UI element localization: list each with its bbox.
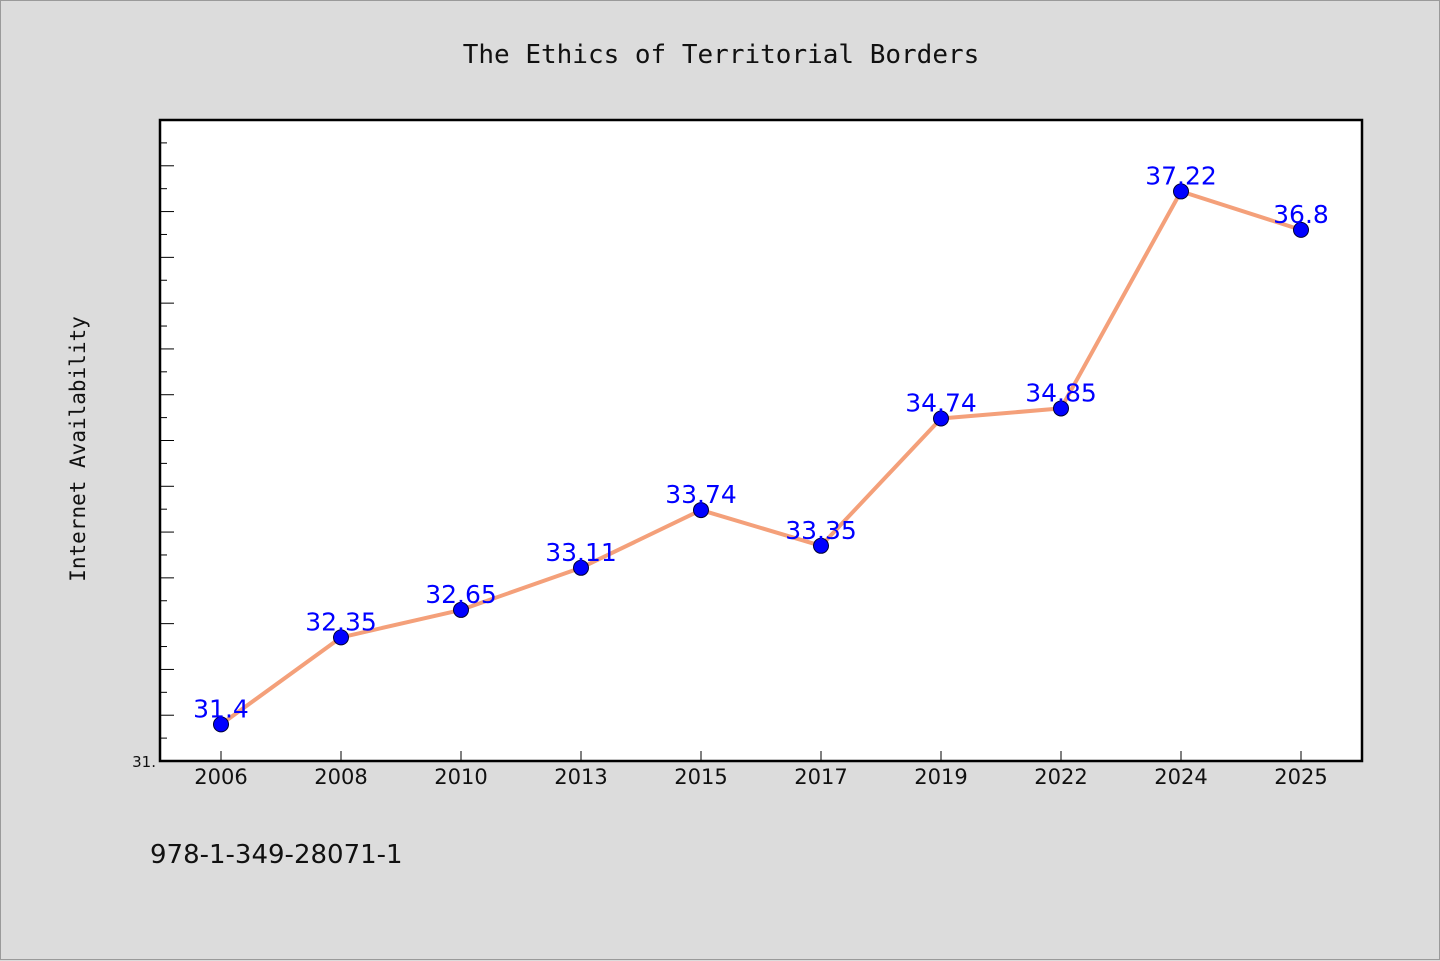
x-tick-label: 2008 xyxy=(314,765,367,789)
data-label: 32.65 xyxy=(425,580,497,609)
x-tick-label: 2013 xyxy=(554,765,607,789)
data-point xyxy=(1053,400,1069,417)
data-label-layer: 31.4 32.35 32.65 33.11 33.74 33.35 34.74 34.85 3… xyxy=(193,161,1329,723)
data-label: 33.74 xyxy=(665,480,737,509)
data-point xyxy=(573,559,589,576)
series-line xyxy=(219,189,1303,727)
x-tick-label: 2006 xyxy=(194,765,247,789)
y-tick-label: 31. xyxy=(132,753,156,771)
data-point xyxy=(813,537,829,554)
data-point xyxy=(1293,221,1309,238)
y-axis-ticks: 31. xyxy=(132,119,174,771)
series-layer xyxy=(213,183,1309,733)
x-tick-label: 2010 xyxy=(434,765,487,789)
plot-area xyxy=(158,118,1364,763)
x-tick-label: 2024 xyxy=(1154,765,1207,789)
data-point xyxy=(213,716,229,733)
isbn-footer: 978-1-349-28071-1 xyxy=(150,840,403,870)
x-tick-label: 2025 xyxy=(1274,765,1327,789)
x-axis-ticks: 2006 2008 2010 2013 2015 2017 2019 2022 2024 2025 xyxy=(194,751,1328,789)
data-label: 31.4 xyxy=(193,694,249,723)
data-label: 34.85 xyxy=(1025,378,1097,407)
x-tick-label: 2015 xyxy=(674,765,727,789)
x-tick-label: 2022 xyxy=(1034,765,1087,789)
y-axis-label: Internet Availability xyxy=(66,316,90,582)
data-label: 36.8 xyxy=(1273,200,1329,229)
x-tick-label: 2017 xyxy=(794,765,847,789)
data-label: 33.11 xyxy=(545,538,617,567)
data-point xyxy=(333,629,349,646)
data-label: 34.74 xyxy=(905,389,977,418)
data-label: 33.35 xyxy=(785,516,857,545)
chart-title: The Ethics of Territorial Borders xyxy=(463,40,980,70)
data-point xyxy=(693,502,709,519)
data-point xyxy=(933,410,949,427)
data-point xyxy=(1173,183,1189,200)
x-tick-label: 2019 xyxy=(914,765,967,789)
data-label: 32.35 xyxy=(305,607,377,636)
data-label: 37.22 xyxy=(1145,161,1217,190)
data-point xyxy=(453,601,469,618)
